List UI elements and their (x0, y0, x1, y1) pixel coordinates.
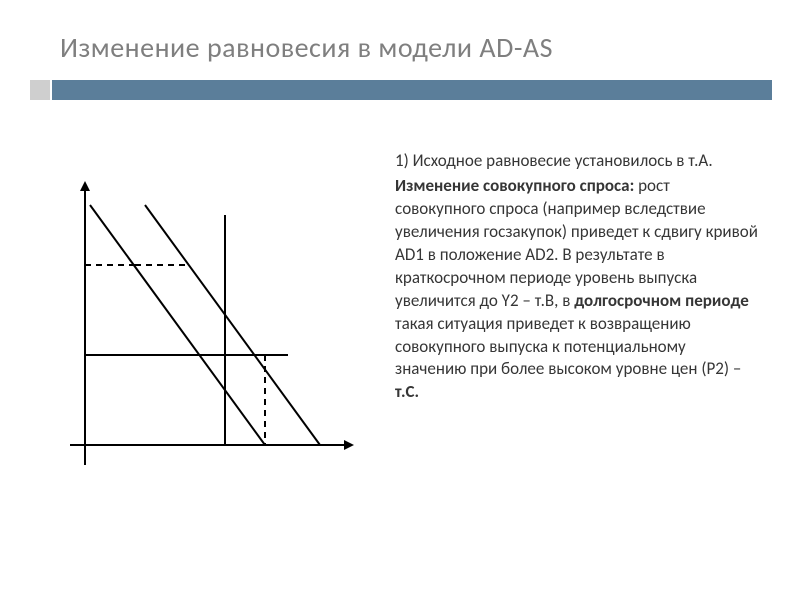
accent-bar (52, 80, 772, 100)
line-ad1 (90, 205, 265, 445)
body-line-1: 1) Исходное равновесие установилось в т.… (395, 150, 760, 173)
bold-phrase-1: Изменение совокупного спроса: (395, 175, 634, 196)
body-line-2: Изменение совокупного спроса: рост совок… (395, 175, 760, 404)
body-text: 1) Исходное равновесие установилось в т.… (395, 150, 760, 406)
body-span-2: такая ситуация приведет к возвращению со… (395, 313, 741, 380)
chart-svg (60, 175, 360, 475)
page-title: Изменение равновесия в модели AD-AS (60, 30, 760, 65)
slide: Изменение равновесия в модели AD-AS 1) И… (0, 0, 800, 600)
bold-phrase-2: долгосрочном периоде (574, 290, 749, 311)
ad-as-diagram (60, 175, 360, 475)
bold-phrase-3: т.С. (395, 381, 419, 402)
line-ad2 (145, 205, 320, 445)
accent-square (30, 80, 50, 100)
